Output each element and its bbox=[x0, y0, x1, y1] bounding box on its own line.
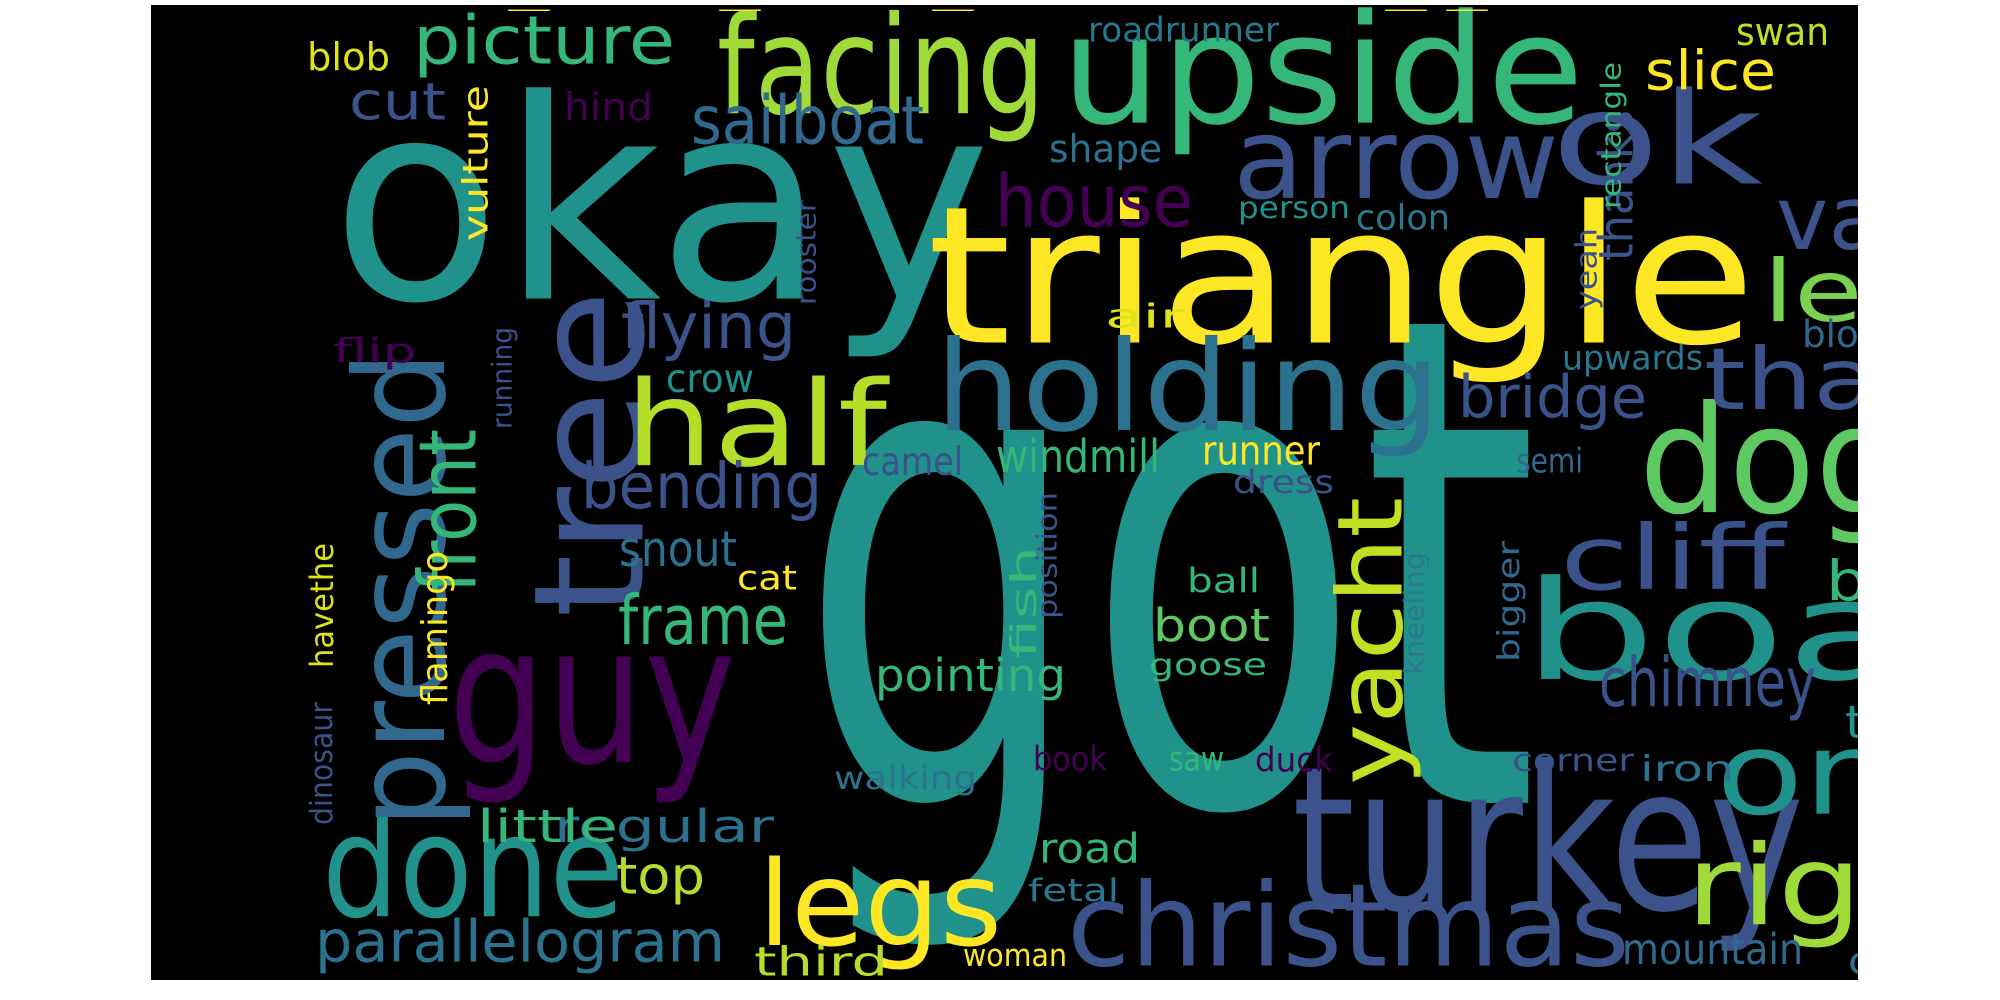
cloud-word: runner bbox=[1202, 427, 1320, 475]
cloud-word: cat bbox=[737, 557, 797, 598]
cloud-word: half bbox=[625, 355, 887, 494]
cloud-word: woman bbox=[963, 937, 1067, 974]
cloud-word: boot bbox=[1153, 598, 1270, 652]
cloud-word: semi bbox=[1516, 440, 1583, 481]
cloud-word: iron bbox=[1640, 747, 1734, 790]
cloud-word: book bbox=[1033, 738, 1107, 779]
cloud-word: duck bbox=[1255, 739, 1333, 780]
cloud-word: cut bbox=[349, 71, 446, 133]
cloud-word: got bbox=[798, 168, 1539, 967]
cloud-word: walking bbox=[834, 759, 977, 797]
cloud-word: bending bbox=[581, 449, 822, 524]
cloud-word: chimney bbox=[1599, 641, 1816, 723]
cloud-word: upwards bbox=[1562, 337, 1703, 378]
cloud-word: air bbox=[1105, 297, 1185, 336]
cloud-word: little bbox=[477, 799, 618, 853]
cloud-word: vulture bbox=[454, 85, 496, 242]
cloud-word: goose bbox=[1149, 647, 1267, 683]
cloud-word: facing bbox=[717, 5, 1045, 146]
cloud-word: sailboat bbox=[691, 80, 924, 160]
cloud-word: bridge bbox=[1458, 362, 1647, 432]
cloud-word: okay bbox=[331, 39, 991, 366]
cloud-word: flamingo bbox=[413, 551, 456, 705]
cloud-word: block bbox=[1802, 312, 1858, 356]
cloud-word: dog bbox=[1639, 373, 1858, 548]
cloud-word: rectangle bbox=[1594, 61, 1628, 209]
cloud-word: windmill bbox=[996, 429, 1160, 483]
cloud-word: flip bbox=[333, 330, 417, 371]
cloud-word: ok bbox=[1551, 64, 1763, 215]
cloud-word: _ bbox=[509, 5, 549, 9]
cloud-word: comes bbox=[1848, 942, 1858, 980]
cloud-word: havethe bbox=[303, 543, 341, 668]
cloud-word: person bbox=[1238, 190, 1350, 226]
cloud-word: _ bbox=[1447, 5, 1487, 9]
cloud-word: kneeling bbox=[1397, 552, 1431, 675]
cloud-word: vase bbox=[1776, 167, 1858, 271]
cloud-word: right bbox=[1686, 821, 1858, 951]
cloud-word: corner bbox=[1512, 742, 1634, 779]
cloud-word: blob bbox=[307, 34, 390, 80]
cloud-word: normal bbox=[1855, 29, 1858, 68]
word-cloud: gotokaytriangleupsideoktreeguyturkeyboat… bbox=[151, 5, 1858, 980]
cloud-word: guy bbox=[448, 582, 736, 809]
cloud-word: shape bbox=[1049, 126, 1162, 172]
cloud-word: _ bbox=[933, 5, 973, 9]
cloud-word: flying bbox=[621, 289, 796, 364]
cloud-word: left bbox=[1763, 241, 1858, 342]
cloud-word: rooster bbox=[789, 200, 823, 305]
cloud-word: ball bbox=[1187, 560, 1260, 601]
cloud-word: arrow bbox=[1233, 93, 1559, 225]
cloud-word: fetal bbox=[1028, 872, 1119, 909]
cloud-word: thing bbox=[1845, 700, 1858, 745]
cloud-word: top bbox=[616, 845, 705, 907]
cloud-word: upside bbox=[1061, 5, 1584, 160]
cloud-word: legs bbox=[758, 835, 1002, 974]
cloud-word: camel bbox=[862, 438, 963, 485]
cloud-word: triangle bbox=[927, 164, 1756, 389]
cloud-word: _ bbox=[720, 5, 760, 9]
cloud-word: one bbox=[1716, 706, 1858, 842]
cloud-word: slice bbox=[1645, 39, 1776, 103]
cloud-word: hind bbox=[564, 84, 653, 130]
cloud-word: bigger bbox=[1491, 541, 1527, 662]
cloud-word: crow bbox=[666, 355, 754, 402]
cloud-word: roadrunner bbox=[1088, 9, 1279, 50]
cloud-word: _ bbox=[1386, 5, 1426, 9]
cloud-word: saw bbox=[1169, 738, 1224, 779]
cloud-word: dinosaur bbox=[303, 702, 340, 825]
cloud-word: road bbox=[1039, 824, 1140, 873]
cloud-word: christmas bbox=[1067, 858, 1630, 980]
cloud-word: swan bbox=[1736, 9, 1829, 55]
cloud-word: parallelogram bbox=[315, 907, 725, 976]
cloud-word: running bbox=[485, 327, 519, 429]
cloud-word: picture bbox=[413, 5, 675, 80]
cloud-word: turkey bbox=[1292, 723, 1804, 957]
cloud-word: colon bbox=[1356, 196, 1450, 238]
cloud-word: third bbox=[754, 938, 888, 980]
cloud-word: body bbox=[1826, 554, 1858, 609]
cloud-word: regular bbox=[554, 799, 774, 853]
cloud-word: done bbox=[322, 784, 624, 951]
cloud-word: mountain bbox=[1622, 924, 1803, 975]
cloud-word: house bbox=[995, 158, 1193, 244]
cloud-word: yeah bbox=[1569, 228, 1604, 310]
cloud-word: snout bbox=[619, 520, 737, 578]
cloud-word: position bbox=[1030, 492, 1064, 619]
cloud-word: dress bbox=[1233, 463, 1334, 501]
cloud-word: cliff bbox=[1560, 505, 1785, 611]
cloud-word: frame bbox=[618, 579, 788, 661]
cloud-word: pointing bbox=[875, 648, 1066, 702]
cloud-word: boat bbox=[1522, 550, 1858, 713]
cloud-word: thats bbox=[1704, 329, 1858, 430]
cloud-word: holding bbox=[935, 313, 1441, 460]
cloud-word: bird bbox=[1857, 118, 1858, 172]
